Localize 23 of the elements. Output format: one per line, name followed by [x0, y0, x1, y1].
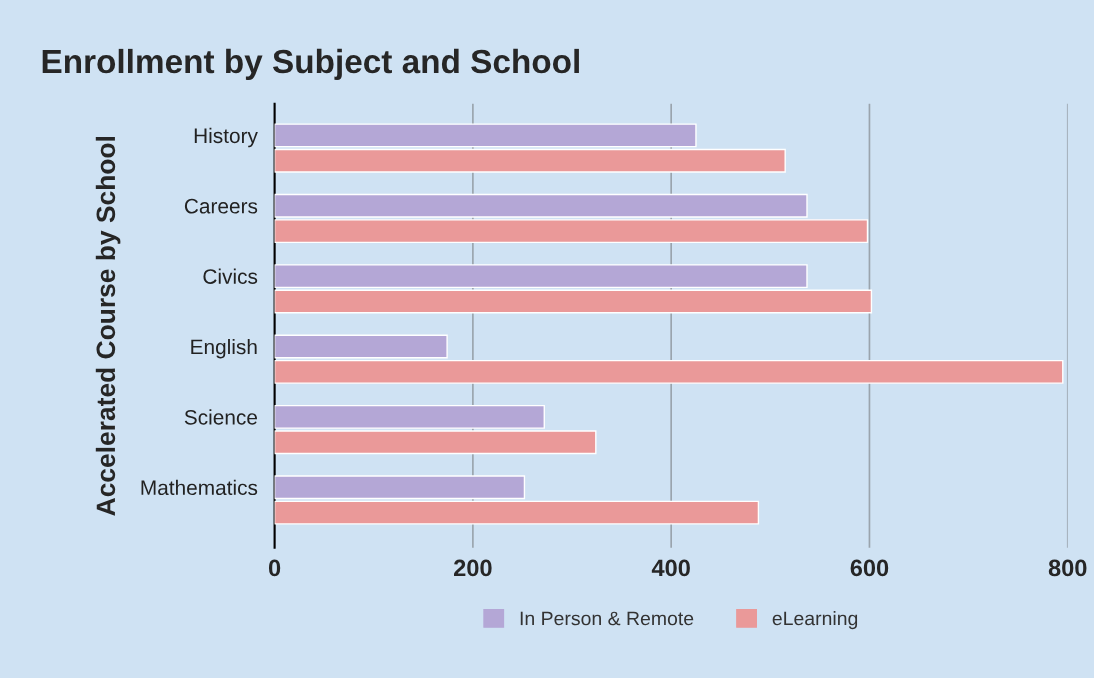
bar — [274, 500, 760, 525]
bar — [274, 289, 873, 314]
bar — [274, 334, 448, 359]
bar — [274, 123, 697, 148]
y-tick-label: Mathematics — [141, 479, 258, 496]
x-tick-label: 600 — [850, 559, 889, 577]
y-axis-title: Accelerated Course by School — [95, 136, 121, 516]
bar — [274, 264, 808, 289]
x-tick-label: 400 — [651, 559, 690, 577]
bar — [274, 148, 786, 173]
bar — [274, 359, 1064, 384]
x-tick-label: 0 — [268, 559, 281, 577]
bar — [274, 475, 526, 500]
chart-title: Enrollment by Subject and School — [42, 48, 579, 80]
legend-label: eLearning — [772, 611, 858, 630]
y-tick-label: Careers — [184, 198, 258, 214]
y-tick-label: Civics — [203, 268, 258, 284]
legend-label: In Person & Remote — [520, 611, 694, 626]
x-tick-label: 800 — [1048, 559, 1087, 577]
y-tick-label: History — [194, 127, 258, 148]
y-tick-label: Science — [184, 409, 257, 425]
x-tick-label: 200 — [454, 559, 492, 577]
y-tick-label: English — [191, 338, 257, 359]
